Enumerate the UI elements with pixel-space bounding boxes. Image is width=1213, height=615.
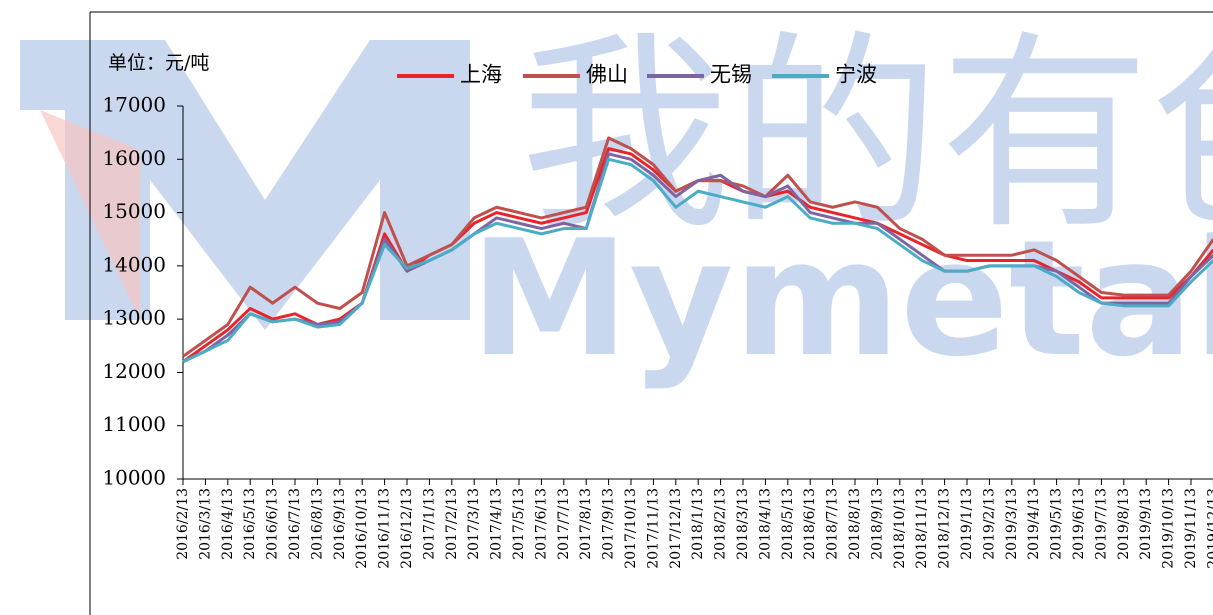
x-tick-label: 2019/7/13: [1093, 488, 1109, 560]
x-tick-label: 2016/10/13: [354, 488, 370, 569]
x-tick-label: 2019/6/13: [1071, 488, 1087, 560]
x-tick-label: 2017/5/13: [511, 488, 527, 560]
x-tick-label: 2018/4/13: [757, 488, 773, 560]
x-tick-label: 2018/2/13: [713, 488, 729, 560]
x-tick-label: 2019/10/13: [1161, 488, 1177, 569]
y-tick-label: 17000: [102, 93, 166, 117]
legend-label: 无锡: [710, 63, 752, 87]
x-tick-label: 2018/5/13: [780, 488, 796, 560]
x-tick-label: 2018/9/13: [869, 488, 885, 560]
x-tick-label: 2016/2/13: [175, 488, 191, 560]
x-tick-label: 2016/8/13: [309, 488, 325, 560]
x-tick-label: 2019/3/13: [1004, 488, 1020, 560]
x-tick-label: 2017/1/13: [421, 488, 437, 560]
x-tick-label: 2016/7/13: [287, 488, 303, 560]
x-tick-label: 2018/12/13: [937, 488, 953, 569]
legend-label: 宁波: [835, 63, 877, 87]
x-tick-label: 2017/6/13: [533, 488, 549, 560]
y-tick-label: 16000: [102, 146, 166, 170]
y-tick-label: 12000: [102, 359, 166, 383]
y-tick-label: 15000: [102, 199, 166, 223]
x-tick-label: 2016/6/13: [265, 488, 281, 560]
y-tick-label: 13000: [102, 306, 166, 330]
x-tick-label: 2016/5/13: [242, 488, 258, 560]
series-line: [182, 157, 1213, 364]
y-tick-label: 11000: [102, 412, 166, 436]
x-tick-label: 2016/3/13: [197, 488, 213, 560]
x-tick-label: 2019/1/13: [959, 488, 975, 560]
watermark: 我的有色: [520, 13, 1213, 258]
x-tick-label: 2018/10/13: [892, 488, 908, 569]
watermark-logo: [20, 40, 470, 330]
x-tick-label: 2018/1/13: [690, 488, 706, 560]
x-tick-label: 2018/8/13: [847, 488, 863, 560]
x-tick-label: 2017/2/13: [444, 488, 460, 560]
x-tick-label: 2019/11/13: [1183, 488, 1199, 569]
x-tick-label: 2016/12/13: [399, 488, 415, 569]
x-tick-label: 2019/4/13: [1026, 488, 1042, 560]
x-tick-label: 2016/4/13: [220, 488, 236, 560]
unit-label: 单位：元/吨: [108, 52, 209, 74]
x-tick-label: 2019/9/13: [1138, 488, 1154, 560]
legend-label: 上海: [460, 63, 502, 87]
legend-label: 佛山: [586, 63, 628, 87]
x-tick-label: 2019/5/13: [1049, 488, 1065, 560]
y-tick-label: 10000: [102, 466, 166, 490]
x-tick-label: 2017/10/13: [623, 488, 639, 569]
x-tick-label: 2019/12/13: [1205, 488, 1213, 569]
y-tick-label: 14000: [102, 252, 166, 276]
x-tick-label: 2018/7/13: [825, 488, 841, 560]
x-tick-label: 2019/2/13: [981, 488, 997, 560]
x-tick-label: 2018/11/13: [914, 488, 930, 569]
x-tick-label: 2018/6/13: [802, 488, 818, 560]
x-tick-label: 2017/3/13: [466, 488, 482, 560]
x-tick-label: 2017/7/13: [556, 488, 572, 560]
x-tick-label: 2017/12/13: [668, 488, 684, 569]
x-tick-label: 2018/3/13: [735, 488, 751, 560]
x-tick-label: 2019/8/13: [1116, 488, 1132, 560]
x-tick-label: 2016/11/13: [377, 488, 393, 569]
x-tick-label: 2016/9/13: [332, 488, 348, 560]
x-tick-label: 2017/9/13: [601, 488, 617, 560]
x-tick-label: 2017/11/13: [645, 488, 661, 569]
x-tick-label: 2017/8/13: [578, 488, 594, 560]
x-tick-label: 2017/4/13: [489, 488, 505, 560]
